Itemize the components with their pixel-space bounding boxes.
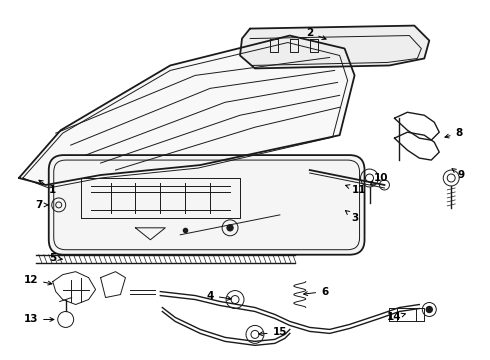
Text: 10: 10 [370, 173, 389, 184]
Text: 1: 1 [39, 180, 56, 195]
Circle shape [227, 225, 233, 231]
Circle shape [426, 306, 432, 312]
FancyBboxPatch shape [49, 155, 365, 255]
Text: 14: 14 [387, 312, 405, 323]
Text: 12: 12 [24, 275, 52, 285]
Text: 8: 8 [445, 128, 463, 138]
Polygon shape [49, 155, 365, 255]
Polygon shape [240, 26, 429, 68]
Text: 9: 9 [452, 168, 465, 180]
Text: 4: 4 [206, 291, 231, 301]
Text: 13: 13 [24, 314, 54, 324]
Text: 3: 3 [345, 211, 358, 223]
Text: 7: 7 [35, 200, 48, 210]
Text: 5: 5 [49, 253, 62, 263]
Polygon shape [19, 36, 355, 185]
Text: 2: 2 [306, 28, 326, 40]
Text: 6: 6 [304, 287, 328, 297]
Text: 11: 11 [345, 185, 367, 195]
Text: 15: 15 [259, 327, 287, 337]
